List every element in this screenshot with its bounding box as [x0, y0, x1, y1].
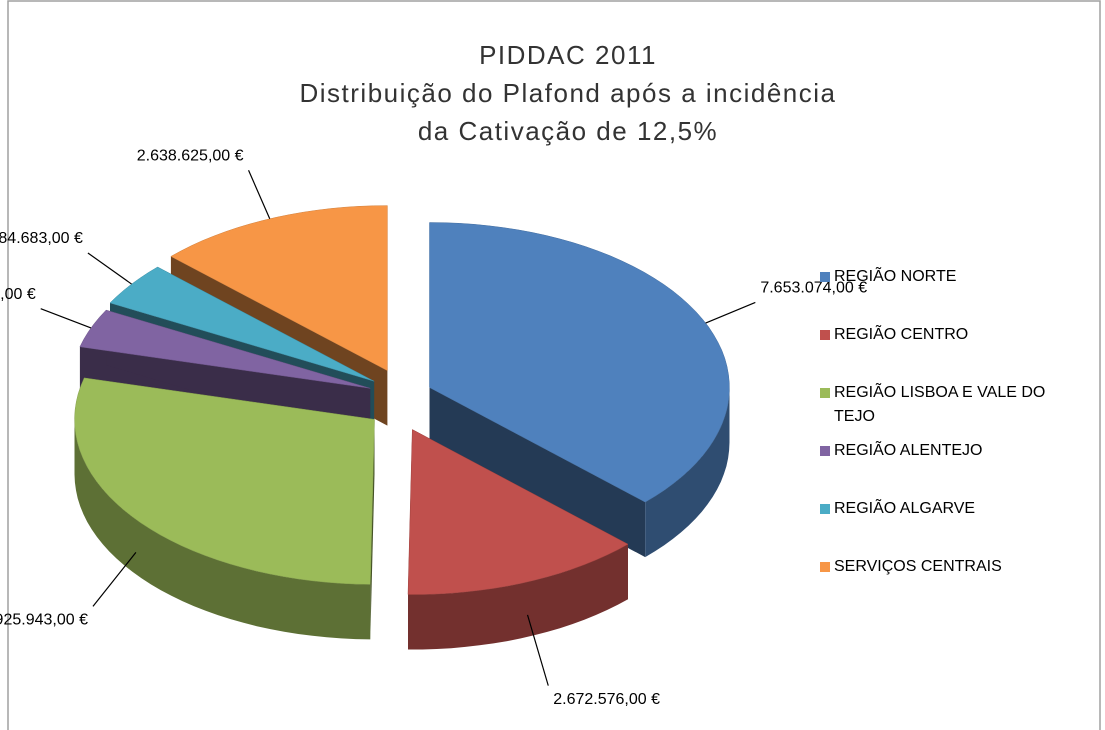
data-label: 783.724,00 €: [0, 286, 36, 303]
legend-label: REGIÃO CENTRO: [834, 323, 968, 343]
pie: [74, 205, 730, 650]
slice: [109, 266, 375, 382]
slice-wall: [74, 419, 371, 640]
title-line: da Cativação de 12,5%: [418, 116, 718, 146]
slice-wall: [408, 544, 628, 650]
slice: [429, 222, 730, 503]
slice-side: [370, 419, 375, 640]
title-line: Distribuição do Plafond após a incidênci…: [299, 78, 836, 108]
legend-label: REGIÃO NORTE: [834, 265, 956, 285]
legend-swatch: [820, 446, 830, 456]
legend-swatch: [820, 388, 830, 398]
legend: REGIÃO NORTE REGIÃO CENTRO REGIÃO LISBOA E…: [820, 265, 1045, 575]
data-label: 884.683,00 €: [0, 230, 83, 247]
leader-line: [705, 301, 756, 324]
slice: [407, 429, 629, 595]
slice: [170, 205, 388, 372]
data-label: 5.925.943,00 €: [0, 612, 88, 629]
title-line: PIDDAC 2011: [479, 40, 657, 70]
leader-line: [87, 252, 132, 285]
legend-swatch: [820, 330, 830, 340]
leader-line: [92, 552, 137, 607]
legend-label: REGIÃO LISBOA E VALE DO TEJO: [834, 381, 1045, 425]
data-label: 2.638.625,00 €: [137, 147, 244, 164]
slice-side: [429, 387, 646, 558]
data-label: 2.672.576,00 €: [553, 691, 660, 708]
slice: [74, 377, 375, 585]
leader-line: [526, 614, 549, 686]
legend-line: TEJO: [834, 408, 875, 425]
legend-label: REGIÃO ALGARVE: [834, 497, 975, 517]
legend-label: SERVIÇOS CENTRAIS: [834, 558, 1002, 575]
chart-title: PIDDAC 2011 Distribuição do Plafond após …: [299, 40, 836, 146]
data-label: 7.653.074,00 €: [760, 280, 867, 297]
slice-wall: [645, 387, 730, 558]
legend-swatch: [820, 562, 830, 572]
leader-line: [247, 169, 271, 220]
leader-line: [40, 308, 92, 329]
legend-line: REGIÃO LISBOA E VALE DO: [834, 381, 1045, 401]
legend-swatch: [820, 272, 830, 282]
data-labels: 7.653.074,00 € 2.672.576,00 € 5.925.943,00…: [0, 147, 867, 707]
legend-swatch: [820, 504, 830, 514]
slice: [79, 309, 371, 389]
legend-label: REGIÃO ALENTEJO: [834, 439, 982, 459]
